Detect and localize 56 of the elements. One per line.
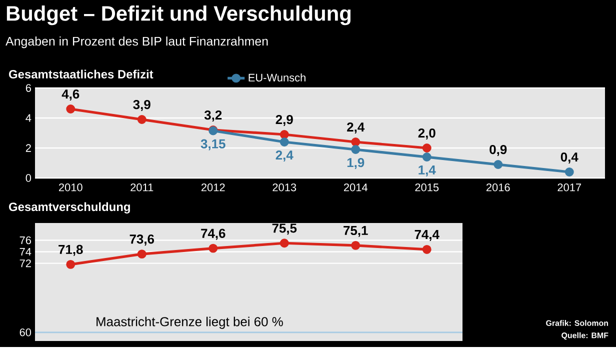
y-tick-label: 4 [26, 114, 32, 122]
x-tick-label: 2017 [558, 184, 582, 192]
data-label: 3,2 [204, 110, 222, 122]
chart-title: Budget – Defizit und Verschuldung [6, 6, 351, 26]
data-label: 74,4 [414, 230, 440, 242]
point [66, 104, 76, 114]
point [280, 238, 289, 248]
data-label: 2,4 [276, 150, 294, 162]
x-tick-label: 2016 [486, 184, 510, 192]
data-label: 71,8 [58, 244, 83, 256]
y-tick-label: 60 [20, 328, 32, 336]
data-label: 3,15 [200, 139, 226, 150]
data-label: 74,6 [201, 228, 226, 240]
data-label: 0,4 [560, 152, 578, 164]
point [351, 138, 360, 147]
x-tick-label: 2011 [130, 184, 154, 192]
legend-label: EU-Wunsch [248, 74, 306, 82]
point [280, 130, 289, 140]
x-tick-label: 2015 [415, 184, 439, 192]
point [351, 241, 360, 250]
x-tick-label: 2010 [58, 184, 82, 192]
data-label: 2,4 [347, 122, 365, 134]
data-label: 1,9 [347, 158, 364, 170]
x-tick-label: 2013 [272, 184, 296, 192]
x-tick-label: 2014 [344, 184, 368, 192]
chart-subtitle: Angaben in Prozent des BIP laut Finanzrahmen [6, 36, 268, 48]
chart-title: Gesamtverschuldung [9, 202, 130, 214]
data-label: 1,4 [418, 166, 436, 176]
point [422, 144, 432, 153]
y-tick-label: 0 [26, 174, 32, 182]
x-axis-title: Gesamtstaatliches Defizit [9, 70, 154, 79]
y-tick-label: 76 [20, 236, 31, 244]
point [351, 145, 360, 154]
y-tick-label: 74 [20, 248, 32, 256]
y-tick-label: 72 [20, 260, 31, 268]
point [137, 250, 146, 259]
point [208, 244, 218, 253]
point [564, 168, 574, 177]
y-tick-label: 2 [26, 144, 31, 152]
data-label: 2,9 [276, 115, 293, 126]
y-tick-label: 6 [26, 84, 31, 92]
data-label: 0,9 [490, 145, 507, 156]
data-label: 73,6 [130, 234, 154, 246]
ref-line-label: Maastricht-Grenze liegt bei 60 % [96, 316, 283, 329]
point [422, 245, 432, 254]
data-label: 75,5 [272, 224, 297, 235]
data-label: 2,0 [418, 128, 436, 140]
data-label: 4,6 [62, 90, 80, 101]
point [66, 260, 76, 269]
data-label: 3,9 [133, 100, 150, 112]
point [422, 152, 432, 162]
x-tick-label: 2012 [201, 184, 225, 192]
point [494, 160, 503, 170]
data-label: 75,1 [344, 226, 368, 238]
point [280, 138, 289, 147]
point [137, 115, 146, 124]
